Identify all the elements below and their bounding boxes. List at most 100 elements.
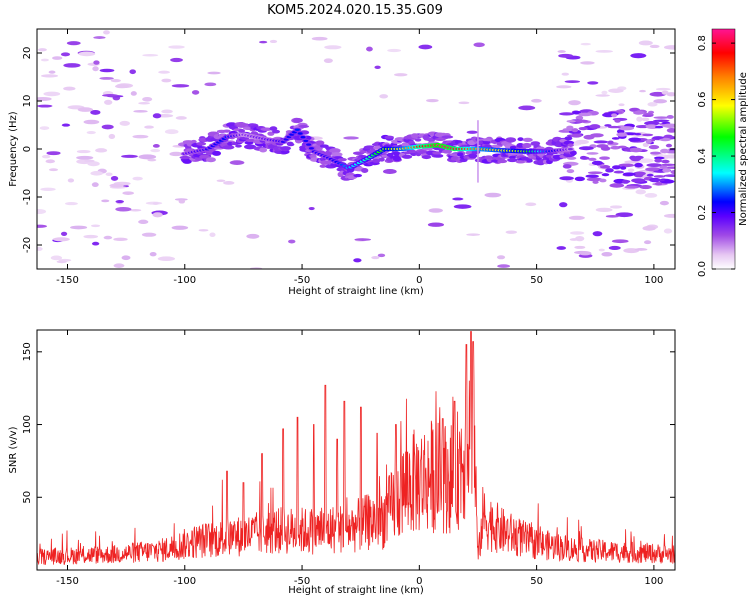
noise-blob [371,256,380,260]
noise-blob [634,248,648,251]
noise-blob [52,56,63,60]
ridge-halo [522,142,532,149]
ridge-core [308,147,314,150]
y-tick-label: 100 [22,415,33,434]
noise-blob [585,174,599,178]
noise-blob [612,165,621,170]
noise-blob [115,200,124,204]
noise-blob [627,168,635,172]
ridge-halo [401,154,413,159]
noise-blob [110,175,119,181]
noise-blob [663,174,675,177]
ridge-halo [522,137,533,142]
noise-blob [90,109,101,115]
noise-blob [622,172,636,177]
noise-blob [665,143,673,148]
noise-blob [37,104,53,108]
noise-blob [568,215,585,220]
snr-marks [37,331,675,566]
noise-blob [259,40,268,44]
ridge-halo [507,157,518,163]
ridge-halo [259,147,268,153]
ridge-halo [298,124,310,128]
noise-blob [37,208,47,215]
ridge-halo [244,144,257,150]
noise-blob [103,235,113,240]
noise-blob [76,155,94,160]
noise-blob [101,94,119,97]
ridge-halo [286,141,294,146]
noise-blob [575,139,589,145]
noise-blob [569,231,585,235]
ridge-halo [441,135,454,139]
ridge-halo [190,139,197,144]
ridge-halo [199,154,210,159]
noise-blob [601,173,610,177]
noise-blob [561,72,569,76]
y-tick-label: 50 [22,491,33,504]
noise-blob [587,171,603,175]
noise-blob [207,71,221,75]
noise-blob [663,45,675,50]
noise-blob [518,105,536,111]
noise-blob [129,69,136,75]
noise-blob [599,156,611,160]
noise-blob [269,39,278,44]
noise-blob [613,170,625,174]
ridge-halo [505,137,517,143]
y-tick-label: -20 [22,237,33,253]
x-tick-label: 0 [416,576,422,587]
noise-blob [108,133,116,140]
noise-blob [659,200,669,206]
noise-blob [40,58,49,62]
colorbar-gradient [712,29,735,269]
ridge-halo [564,136,573,141]
noise-blob [428,208,443,213]
noise-blob [113,263,125,268]
noise-blob [635,189,647,195]
noise-blob [170,57,183,63]
noise-blob [152,212,163,218]
noise-blob [45,159,56,164]
noise-blob [121,154,138,158]
noise-blob [142,96,153,102]
noise-blob [343,136,359,140]
noise-blob [204,82,217,87]
noise-blob [624,185,640,189]
noise-blob [46,151,61,156]
noise-blob [649,44,660,49]
ridge-halo [497,159,508,164]
ridge-halo [320,160,332,165]
noise-blob [661,159,670,164]
noise-blob [90,224,101,228]
ridge-halo [353,173,362,178]
noise-blob [178,199,186,204]
ridge-halo [329,148,341,154]
ridge-halo [410,133,419,139]
noise-blob [354,238,371,241]
spectrogram-marks [37,30,675,269]
noise-blob [288,239,296,244]
ridge-halo [212,150,222,156]
noise-blob [647,102,658,107]
ridge-halo [468,153,478,159]
noise-blob [661,163,675,167]
noise-blob [531,98,542,103]
noise-blob [631,178,646,183]
noise-blob [129,208,142,212]
noise-blob [138,219,149,225]
colorbar-tick-label: 0.2 [697,205,708,221]
noise-blob [473,42,485,48]
colorbar: 0.0 0.2 0.4 0.6 0.8 Normalized spectral ampl… [697,28,749,277]
noise-blob [595,207,613,212]
noise-blob [592,231,603,237]
noise-blob [40,74,59,78]
noise-blob [570,133,583,138]
noise-blob [636,116,643,122]
x-tick-label: 100 [644,275,663,286]
noise-blob [101,124,114,130]
noise-blob [164,129,179,135]
noise-blob [559,202,568,208]
noise-blob [666,128,675,133]
